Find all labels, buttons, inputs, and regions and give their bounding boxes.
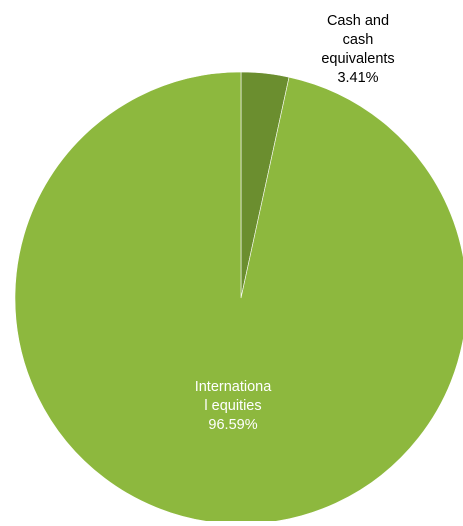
slice-label-cash-line-3: equivalents — [321, 51, 395, 67]
slice-label-international-equities: Internationa l equities 96.59% — [168, 378, 298, 435]
slice-label-equities-line-1: Internationa — [194, 379, 272, 395]
slice-value-cash: 3.41% — [337, 70, 379, 86]
slice-label-cash-line-2: cash — [342, 32, 374, 48]
slice-value-equities: 96.59% — [208, 417, 258, 433]
slice-label-equities-line-2: l equities — [204, 398, 262, 414]
slice-label-cash: Cash and cash equivalents 3.41% — [300, 12, 416, 88]
slice-label-cash-line-1: Cash and — [326, 13, 390, 29]
pie-slice-international-equities — [14, 71, 463, 525]
